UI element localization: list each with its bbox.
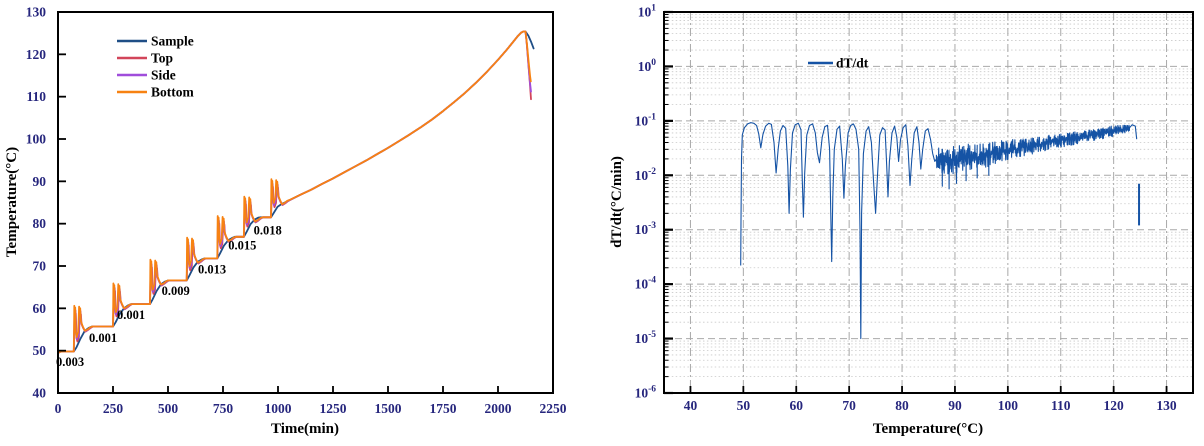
left-ticks <box>57 11 554 394</box>
x-tick-label: 2250 <box>540 401 567 416</box>
x-tick-label: 250 <box>103 401 124 416</box>
series-dtdt <box>740 122 1138 340</box>
y-tick-label: 80 <box>33 216 47 231</box>
x-tick-label: 70 <box>842 398 856 413</box>
legend-item-bottom: Bottom <box>117 85 194 100</box>
annotation: 0.018 <box>254 223 282 237</box>
left-x-axis-label: Time(min) <box>271 421 339 437</box>
y-tick-label: 10-3 <box>635 221 657 237</box>
y-tick-label: 10-1 <box>635 112 657 128</box>
legend-item-sample: Sample <box>117 34 194 49</box>
left-plot-frame <box>57 11 554 394</box>
annotation: 0.003 <box>56 355 84 369</box>
dtdt-vs-temperature-chart: 40 50 60 70 80 90 100 110 120 13010110010-110-210… <box>609 4 1194 437</box>
annotation: 0.015 <box>228 238 256 252</box>
y-tick-label: 10-6 <box>635 385 657 401</box>
right-x-tick-labels: 40 50 60 70 80 90 100 110 120 130 <box>684 398 1177 413</box>
left-x-tick-labels: 0 250 500 750 1000 1250 1500 1750 2000 2250 <box>55 401 567 416</box>
x-tick-label: 100 <box>998 398 1019 413</box>
y-tick-label: 100 <box>26 132 47 147</box>
y-tick-label: 101 <box>638 4 657 20</box>
y-tick-label: 10-4 <box>635 276 657 292</box>
left-y-tick-labels: 40 50 60 70 80 90 100 110 120 130 <box>26 5 47 401</box>
left-legend: Sample Top Side Bottom <box>117 34 194 100</box>
y-tick-label: 10-2 <box>635 167 657 183</box>
y-tick-label: 100 <box>638 58 657 74</box>
x-tick-label: 2000 <box>485 401 512 416</box>
y-tick-label: 50 <box>33 343 47 358</box>
series-bottom <box>57 30 532 355</box>
y-tick-label: 120 <box>26 47 47 62</box>
right-plot-frame <box>663 11 1194 394</box>
x-tick-label: 500 <box>158 401 179 416</box>
left-series <box>57 30 535 355</box>
y-tick-label: 110 <box>26 89 46 104</box>
right-y-tick-labels: 101 100 10-1 10-2 10-3 10-4 10-5 10-6 <box>635 4 657 401</box>
x-tick-label: 110 <box>1051 398 1071 413</box>
y-tick-label: 40 <box>33 386 47 401</box>
y-tick-label: 90 <box>33 174 47 189</box>
temperature-vs-time-chart: 0 250 500 750 1000 1250 1500 1750 2000 2250 40 50 60… <box>4 5 567 438</box>
right-series <box>740 122 1141 340</box>
right-y-axis-label: dT/dt(°C/min) <box>609 156 625 248</box>
x-tick-label: 1250 <box>320 401 347 416</box>
right-ticks <box>664 10 1168 395</box>
y-tick-label: 70 <box>33 259 47 274</box>
legend-label: Top <box>151 51 173 66</box>
x-tick-label: 80 <box>895 398 909 413</box>
x-tick-label: 0 <box>55 401 62 416</box>
y-tick-label: 130 <box>26 5 47 20</box>
x-tick-label: 50 <box>737 398 751 413</box>
y-tick-label: 10-5 <box>635 330 657 346</box>
x-tick-label: 120 <box>1104 398 1125 413</box>
x-tick-label: 40 <box>684 398 698 413</box>
legend-label: dT/dt <box>836 56 869 71</box>
annotation: 0.013 <box>198 262 226 276</box>
x-tick-label: 90 <box>948 398 962 413</box>
annotation: 0.001 <box>117 308 145 322</box>
right-legend: dT/dt <box>808 56 869 71</box>
right-grid <box>664 12 1193 393</box>
x-tick-label: 60 <box>790 398 804 413</box>
x-tick-label: 1500 <box>375 401 402 416</box>
annotation: 0.001 <box>89 331 117 345</box>
legend-label: Bottom <box>151 85 194 100</box>
x-tick-label: 130 <box>1156 398 1177 413</box>
x-tick-label: 1000 <box>265 401 292 416</box>
legend-item-side: Side <box>117 68 176 83</box>
legend-label: Side <box>151 68 176 83</box>
x-tick-label: 1750 <box>430 401 457 416</box>
left-y-axis-label: Temperature(°C) <box>4 147 20 257</box>
legend-label: Sample <box>151 34 194 49</box>
right-x-axis-label: Temperature(°C) <box>873 421 983 437</box>
y-tick-label: 60 <box>33 301 47 316</box>
legend-item-top: Top <box>117 51 173 66</box>
x-tick-label: 750 <box>213 401 234 416</box>
annotation: 0.009 <box>162 284 190 298</box>
